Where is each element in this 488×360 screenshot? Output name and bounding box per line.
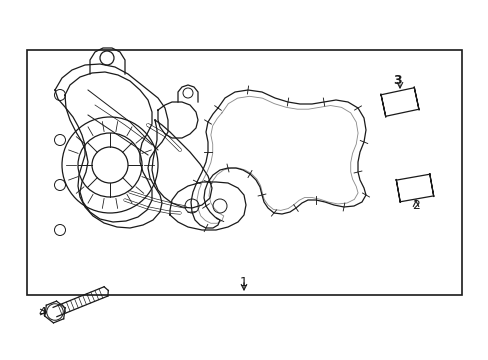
Text: 4: 4	[38, 306, 46, 319]
Text: 1: 1	[240, 275, 247, 288]
Text: 3: 3	[393, 73, 402, 86]
Text: 2: 2	[411, 198, 419, 212]
Bar	[27, 50, 461, 295]
